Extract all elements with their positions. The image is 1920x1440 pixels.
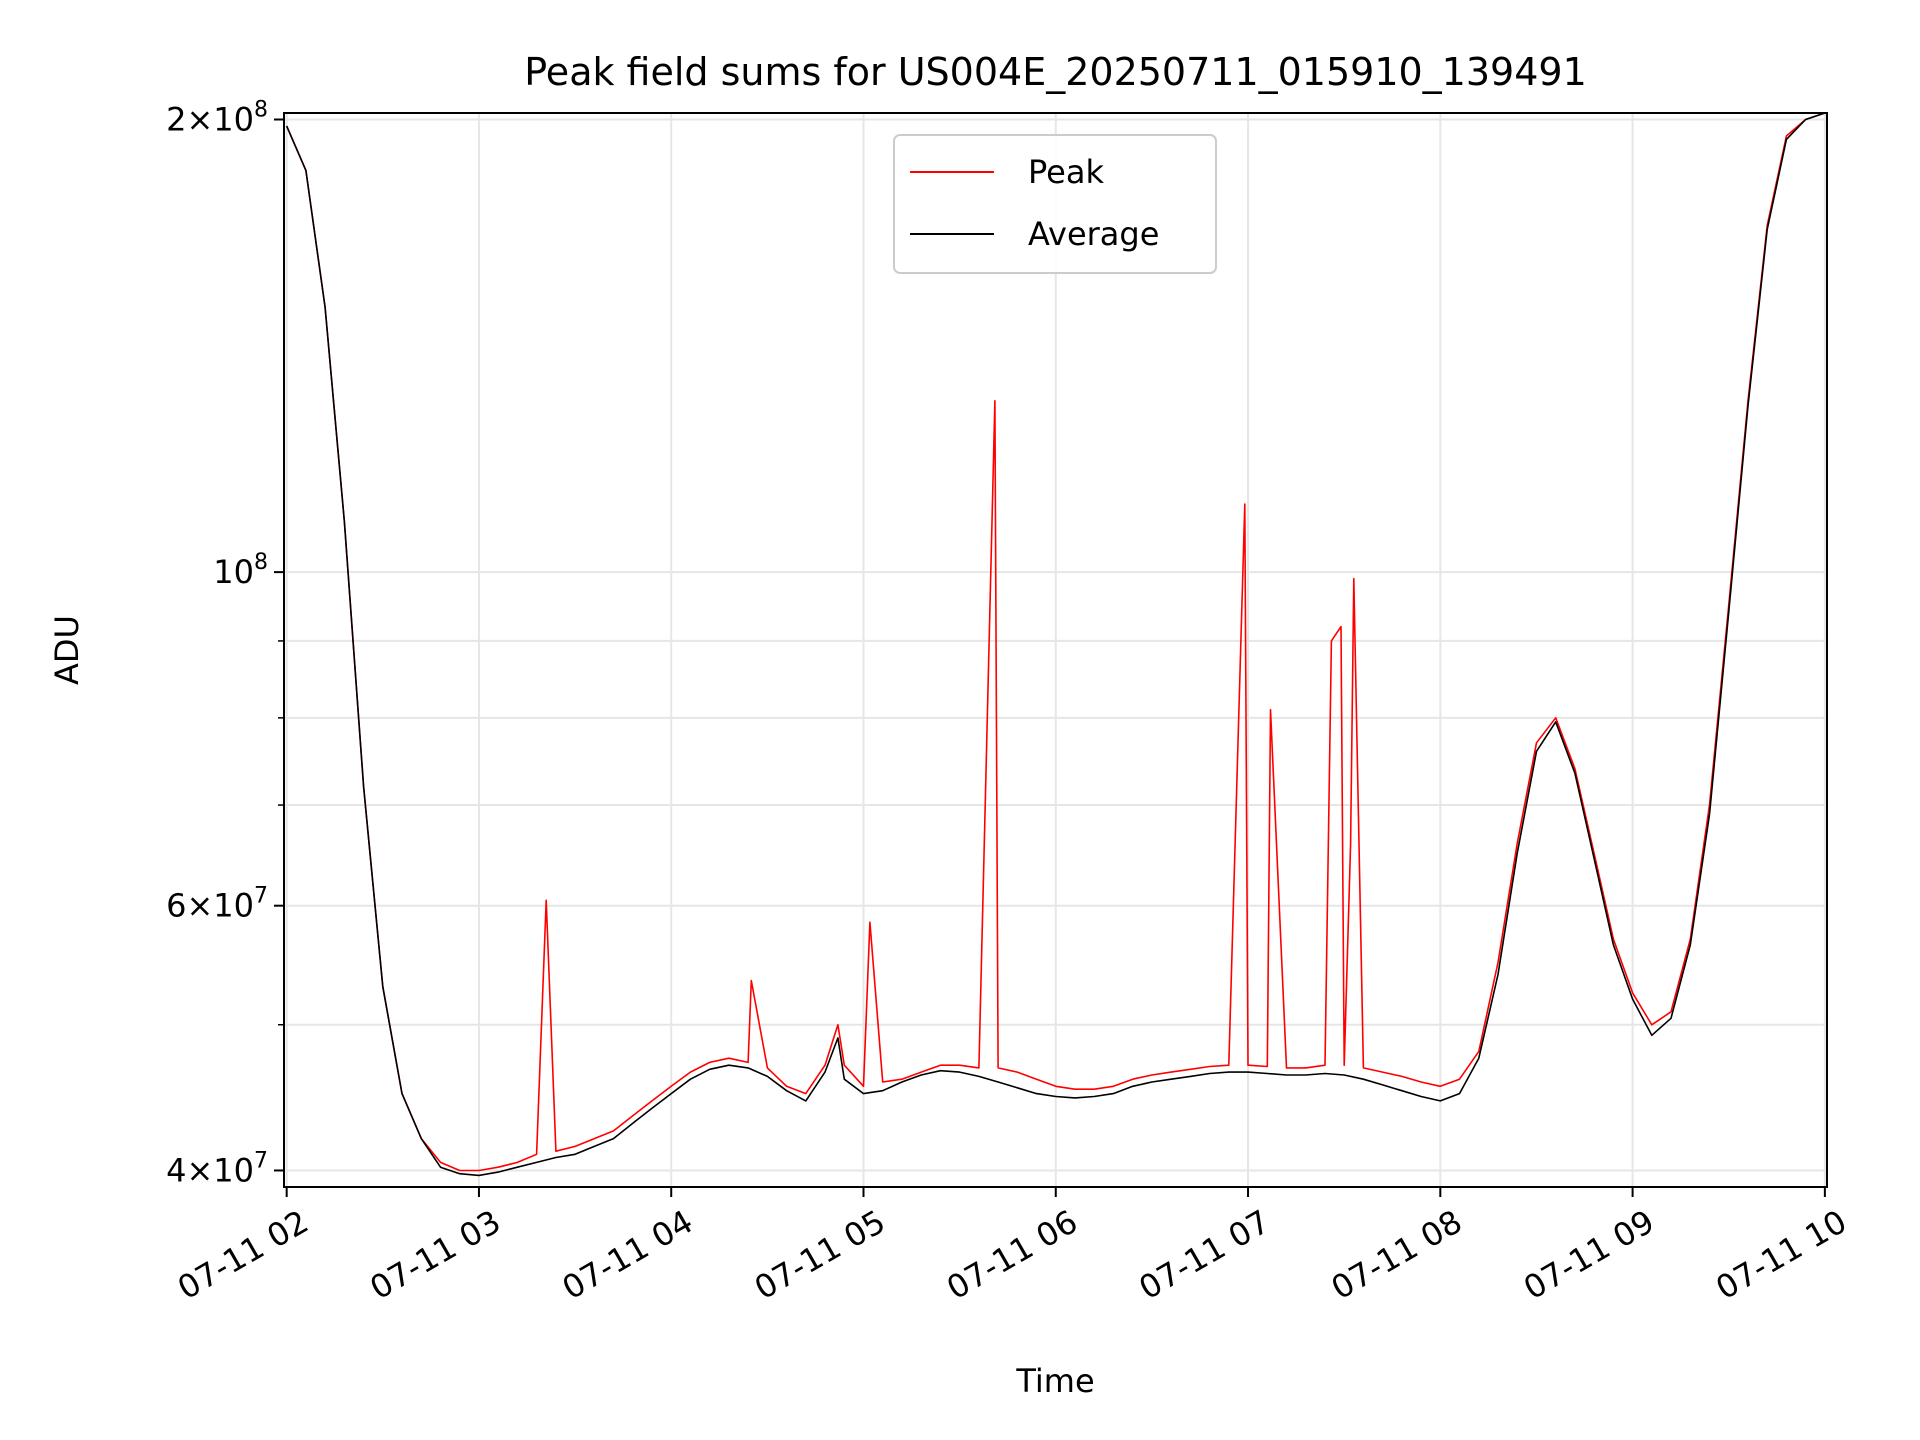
- x-tick-label: 07-11 02: [171, 1202, 315, 1307]
- x-tick-label: 07-11 07: [1133, 1202, 1277, 1307]
- y-axis-label: ADU: [48, 615, 86, 685]
- chart-title: Peak field sums for US004E_20250711_0159…: [524, 50, 1587, 94]
- legend-label-average: Average: [1028, 215, 1159, 253]
- series-layer: [285, 112, 1826, 1177]
- x-tick-label: 07-11 03: [363, 1202, 507, 1307]
- series-line-peak: [285, 112, 1826, 1172]
- y-tick-label: 2×108: [166, 97, 268, 138]
- y-tick-label: 108: [213, 550, 268, 591]
- x-tick-label: 07-11 10: [1709, 1202, 1853, 1307]
- grid-layer: [284, 113, 1827, 1187]
- legend: Peak Average: [893, 134, 1217, 274]
- x-tick-label: 07-11 09: [1517, 1202, 1661, 1307]
- legend-box: [893, 134, 1217, 274]
- series-line-average: [285, 112, 1826, 1177]
- axes-layer: 07-11 02 07-11 03 07-11 04 07-11 05 07-11 06…: [166, 97, 1853, 1307]
- legend-label-peak: Peak: [1028, 153, 1104, 191]
- y-tick-label: 4×107: [166, 1148, 268, 1189]
- x-tick-label: 07-11 08: [1325, 1202, 1469, 1307]
- x-tick-label: 07-11 06: [940, 1202, 1084, 1307]
- x-axis-label: Time: [1015, 1362, 1094, 1400]
- y-tick-label: 6×107: [166, 884, 268, 925]
- x-tick-label: 07-11 04: [556, 1202, 700, 1307]
- x-tick-label: 07-11 05: [748, 1202, 892, 1307]
